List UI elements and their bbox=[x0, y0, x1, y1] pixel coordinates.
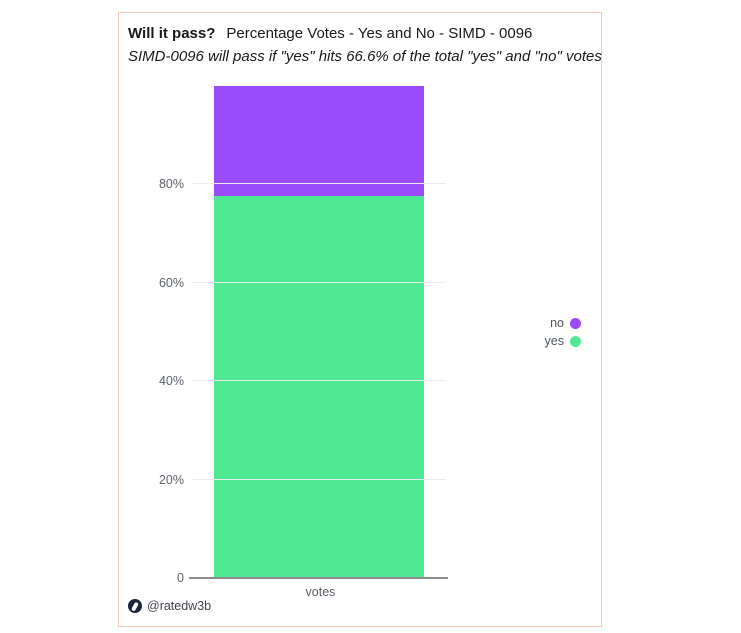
legend: no yes bbox=[545, 314, 581, 350]
y-axis-tick-label-80: 80% bbox=[158, 177, 184, 192]
y-axis-tick-label-40: 40% bbox=[158, 374, 184, 389]
chart-subtitle: SIMD-0096 will pass if "yes" hits 66.6% … bbox=[128, 48, 602, 65]
bar-segment-no[interactable] bbox=[214, 86, 424, 197]
chart-header: Will it pass? Percentage Votes - Yes and … bbox=[128, 24, 602, 66]
gridline-60 bbox=[193, 281, 446, 283]
chart-title-text: Percentage Votes - Yes and No - SIMD - 0… bbox=[226, 25, 533, 42]
x-axis-line bbox=[189, 577, 448, 579]
y-axis-tick-label-20: 20% bbox=[158, 472, 184, 487]
legend-label-yes: yes bbox=[544, 334, 564, 348]
legend-item-yes[interactable]: yes bbox=[545, 332, 581, 350]
votes-stacked-bar[interactable] bbox=[214, 86, 424, 578]
gridline-80 bbox=[193, 183, 446, 185]
y-axis-tick-label-0: 0 bbox=[177, 571, 184, 585]
chart-card: Will it pass? Percentage Votes - Yes and … bbox=[118, 12, 602, 627]
attribution-handle: @ratedw3b bbox=[147, 599, 212, 613]
gridline-20 bbox=[193, 478, 446, 480]
legend-dot-no bbox=[570, 317, 581, 329]
x-axis-category-label: votes bbox=[305, 585, 336, 599]
legend-item-no[interactable]: no bbox=[550, 314, 581, 332]
plot-area: votes 0 20% 40% 60% 80% bbox=[159, 86, 448, 599]
gridline-40 bbox=[193, 380, 446, 382]
y-axis-tick-label-60: 60% bbox=[158, 275, 184, 290]
bar-segment-yes[interactable] bbox=[214, 196, 424, 578]
legend-label-no: no bbox=[550, 316, 564, 330]
attribution: @ratedw3b bbox=[128, 599, 211, 613]
ratedw3b-logo-icon bbox=[128, 599, 142, 613]
chart-title-line: Will it pass? Percentage Votes - Yes and … bbox=[128, 24, 593, 44]
chart-title-question: Will it pass? bbox=[128, 25, 216, 42]
legend-dot-yes bbox=[570, 335, 581, 347]
logo-slash-glyph bbox=[131, 601, 139, 611]
